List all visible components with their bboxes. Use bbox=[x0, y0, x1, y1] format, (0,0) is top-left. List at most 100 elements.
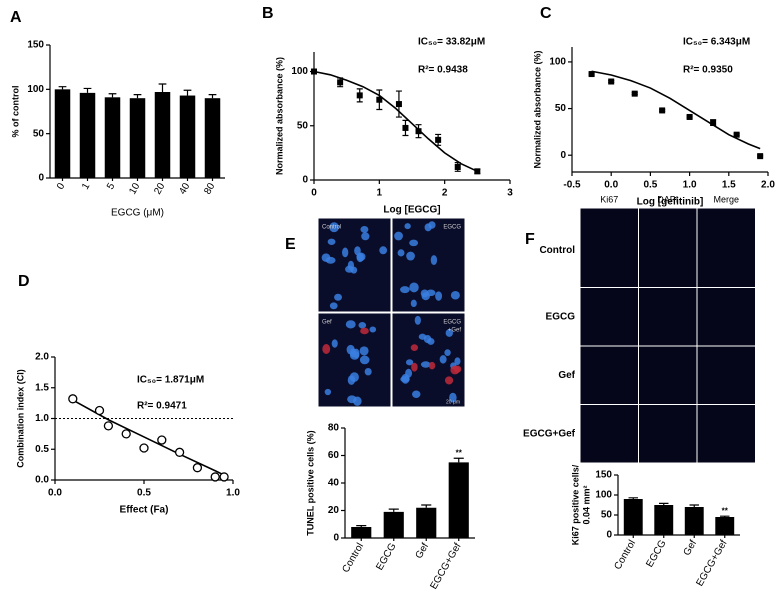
error-bar bbox=[133, 94, 142, 99]
micrograph-tile bbox=[638, 345, 698, 405]
micrograph-tile bbox=[579, 345, 639, 405]
y-tick-label: 0 bbox=[38, 173, 44, 184]
bar bbox=[79, 92, 96, 178]
nucleus bbox=[321, 253, 331, 262]
error-bar bbox=[108, 93, 117, 98]
nucleus bbox=[410, 299, 417, 308]
x-tick-label: 3 bbox=[507, 188, 513, 199]
panel-letter: A bbox=[10, 9, 22, 26]
annotation: R²= 0.9438 bbox=[418, 65, 468, 76]
error-bar bbox=[388, 508, 399, 512]
y-tick-label: 40 bbox=[328, 478, 340, 489]
nucleus bbox=[400, 286, 410, 294]
panel-letter: C bbox=[540, 5, 552, 22]
tile-label: EGCG bbox=[443, 225, 461, 231]
y-axis-label: Normalized absorbance (%) bbox=[532, 50, 542, 168]
nucleus bbox=[349, 372, 359, 382]
point bbox=[103, 421, 114, 431]
bar bbox=[623, 499, 643, 535]
point bbox=[608, 78, 615, 85]
nucleus bbox=[405, 359, 414, 366]
y-tick-label: 50 bbox=[555, 103, 567, 114]
bar bbox=[154, 91, 171, 178]
error-bar bbox=[183, 89, 192, 96]
error-bar bbox=[453, 457, 464, 463]
x-tick-label: 1.0 bbox=[226, 488, 240, 499]
y-tick-label: 1.0 bbox=[35, 413, 49, 424]
nucleus bbox=[345, 265, 354, 273]
nucleus bbox=[394, 231, 403, 241]
x-tick-label: 2.0 bbox=[761, 180, 775, 191]
y-tick-label: 150 bbox=[595, 470, 612, 481]
micrograph-tile bbox=[696, 287, 756, 347]
x-tick-label: Control bbox=[340, 541, 366, 574]
micrograph-tile bbox=[579, 287, 639, 347]
y-axis-label: TUNEL positive cells (%) bbox=[305, 430, 315, 535]
point bbox=[94, 405, 105, 416]
panel-letter: D bbox=[18, 273, 30, 290]
point bbox=[210, 472, 220, 482]
nucleus bbox=[435, 291, 443, 301]
nucleus bbox=[322, 344, 331, 354]
x-tick-label: 1 bbox=[377, 188, 383, 199]
nucleus bbox=[428, 361, 436, 370]
micrograph-tile bbox=[696, 404, 756, 464]
panel-letter: B bbox=[262, 5, 274, 22]
nucleus bbox=[360, 327, 369, 335]
bar bbox=[54, 89, 71, 178]
x-tick-label: 0.0 bbox=[48, 488, 62, 499]
error-bar bbox=[158, 83, 167, 92]
nucleus bbox=[409, 239, 419, 247]
point bbox=[588, 71, 595, 78]
point bbox=[631, 90, 638, 97]
x-tick-label: 80 bbox=[202, 181, 217, 197]
x-tick-label: EGCG bbox=[644, 538, 668, 569]
column-header: Ki67 bbox=[600, 194, 618, 204]
point bbox=[311, 68, 317, 75]
point bbox=[435, 136, 442, 143]
nucleus bbox=[356, 252, 366, 262]
y-tick-label: 100 bbox=[549, 57, 566, 68]
error-bar bbox=[689, 504, 699, 507]
error-bar bbox=[356, 525, 367, 527]
y-axis-label: Combination index (CI) bbox=[15, 369, 25, 468]
point bbox=[402, 124, 409, 131]
panel-letter: F bbox=[525, 231, 535, 248]
point bbox=[686, 113, 693, 120]
nucleus bbox=[439, 355, 447, 364]
nucleus bbox=[412, 390, 421, 399]
nucleus bbox=[430, 255, 438, 266]
x-tick-label: EGCG bbox=[374, 541, 398, 572]
point bbox=[139, 443, 149, 453]
nucleus bbox=[379, 246, 388, 255]
x-tick-label: Gef bbox=[682, 538, 700, 558]
error-bar bbox=[208, 94, 217, 99]
nucleus bbox=[414, 315, 421, 325]
annotation: IC₅₀= 6.343μM bbox=[683, 37, 750, 48]
nucleus bbox=[410, 344, 419, 351]
y-tick-label: 60 bbox=[328, 450, 340, 461]
nucleus bbox=[404, 223, 411, 230]
point bbox=[733, 131, 740, 138]
nucleus bbox=[358, 322, 367, 329]
bar bbox=[416, 507, 437, 538]
tile-label: Gef bbox=[322, 320, 332, 326]
y-tick-label: 0 bbox=[302, 175, 308, 186]
x-tick-label: 1.0 bbox=[683, 180, 697, 191]
fit-curve bbox=[72, 399, 225, 476]
tile-label: Control bbox=[322, 225, 341, 231]
x-tick-label: 0 bbox=[55, 181, 68, 192]
annotation: IC₅₀= 33.82μM bbox=[418, 37, 485, 48]
point bbox=[376, 96, 383, 103]
nucleus bbox=[329, 302, 338, 310]
micrograph-tile bbox=[391, 312, 466, 408]
micrograph-tile bbox=[638, 404, 698, 464]
x-tick-label: Gef bbox=[414, 541, 432, 561]
point bbox=[395, 101, 402, 108]
nucleus bbox=[427, 337, 435, 345]
nucleus bbox=[420, 361, 431, 368]
y-axis-label: % of control bbox=[10, 86, 20, 138]
nucleus bbox=[331, 339, 338, 348]
y-tick-label: 2.0 bbox=[35, 352, 49, 363]
point bbox=[415, 128, 422, 135]
